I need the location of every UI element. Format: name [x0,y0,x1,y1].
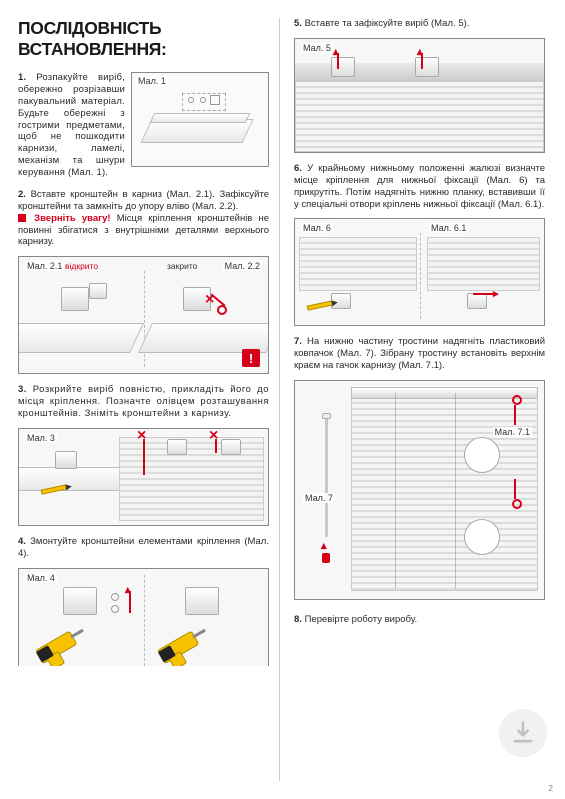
drill-icon [30,616,90,665]
figure-4-label: Мал. 4 [25,573,57,583]
attention-label: Зверніть увагу! [34,213,110,224]
figure-3: Мал. 3 × × [18,428,269,526]
step-5-num: 5. [294,18,302,29]
figure-7: Мал. 7 Мал. 7.1 ▴ [294,380,545,600]
step-8-body: Перевірте роботу виробу. [305,614,418,625]
page-title: ПОСЛІДОВНІСТЬ ВСТАНОВЛЕННЯ: [18,18,269,60]
download-watermark-icon [499,709,547,757]
step-1-body: Розпакуйте виріб, обережно розрізавши па… [18,72,125,178]
step-2-body: Вставте кронштейн в карниз (Мал. 2.1). З… [18,189,269,212]
step-4-num: 4. [18,536,26,547]
closed-label: закрито [167,261,197,271]
figure-61-label: Мал. 6.1 [429,223,468,233]
step-8-num: 8. [294,614,302,625]
warning-icon: ! [242,349,260,367]
step-4: 4. Змонтуйте кронштейни елементами кріпл… [18,536,269,560]
figure-4: Мал. 4 ▴ [18,568,269,666]
step-1-num: 1. [18,72,26,83]
figure-1-label: Мал. 1 [136,76,168,86]
step-7: 7. На нижню частину тростини надягніть п… [294,336,545,372]
step-1-block: 1. Розпакуйте виріб, обережно розрізавши… [18,72,269,179]
page-number: 2 [549,784,553,793]
open-label: відкрито [65,261,98,271]
attention-icon [18,214,26,222]
step-7-body: На нижню частину тростини надягніть плас… [294,336,545,371]
step-5-body: Вставте та зафіксуйте виріб (Мал. 5). [305,18,470,29]
figure-1: Мал. 1 [131,72,269,167]
figure-6: Мал. 6 Мал. 6.1 ▸ [294,218,545,326]
right-column: 5. Вставте та зафіксуйте виріб (Мал. 5).… [280,0,565,799]
step-2-num: 2. [18,189,26,200]
step-6: 6. У крайньому нижньому положенні жалюзі… [294,163,545,211]
step-2: 2. Вставте кронштейн в карниз (Мал. 2.1)… [18,189,269,248]
step-4-body: Змонтуйте кронштейни елементами кріпленн… [18,536,269,559]
step-8: 8. Перевірте роботу виробу. [294,614,545,626]
figure-3-label: Мал. 3 [25,433,57,443]
step-1-text: 1. Розпакуйте виріб, обережно розрізавши… [18,72,125,179]
figure-2: Мал. 2.1 відкрито закрито Мал. 2.2 × ! [18,256,269,374]
step-6-num: 6. [294,163,302,174]
rod-cap-icon [322,553,330,563]
figure-6-label: Мал. 6 [301,223,333,233]
step-3-num: 3. [18,384,27,395]
step-6-body: У крайньому нижньому положенні жалюзі ви… [294,163,545,210]
figure-71-label: Мал. 7.1 [493,427,532,437]
figure-7-label: Мал. 7 [303,493,335,503]
figure-5-label: Мал. 5 [301,43,333,53]
step-3: 3. Розкрийте виріб повністю, прикладіть … [18,384,269,420]
figure-5: Мал. 5 ▴ ▴ [294,38,545,153]
figure-21-label: Мал. 2.1 [25,261,64,271]
step-3-body: Розкрийте виріб повністю, прикладіть йог… [18,384,269,419]
step-5: 5. Вставте та зафіксуйте виріб (Мал. 5). [294,18,545,30]
step-7-num: 7. [294,336,302,347]
left-column: ПОСЛІДОВНІСТЬ ВСТАНОВЛЕННЯ: 1. Розпакуйт… [0,0,279,799]
drill-icon [152,616,212,665]
figure-22-label: Мал. 2.2 [223,261,262,271]
